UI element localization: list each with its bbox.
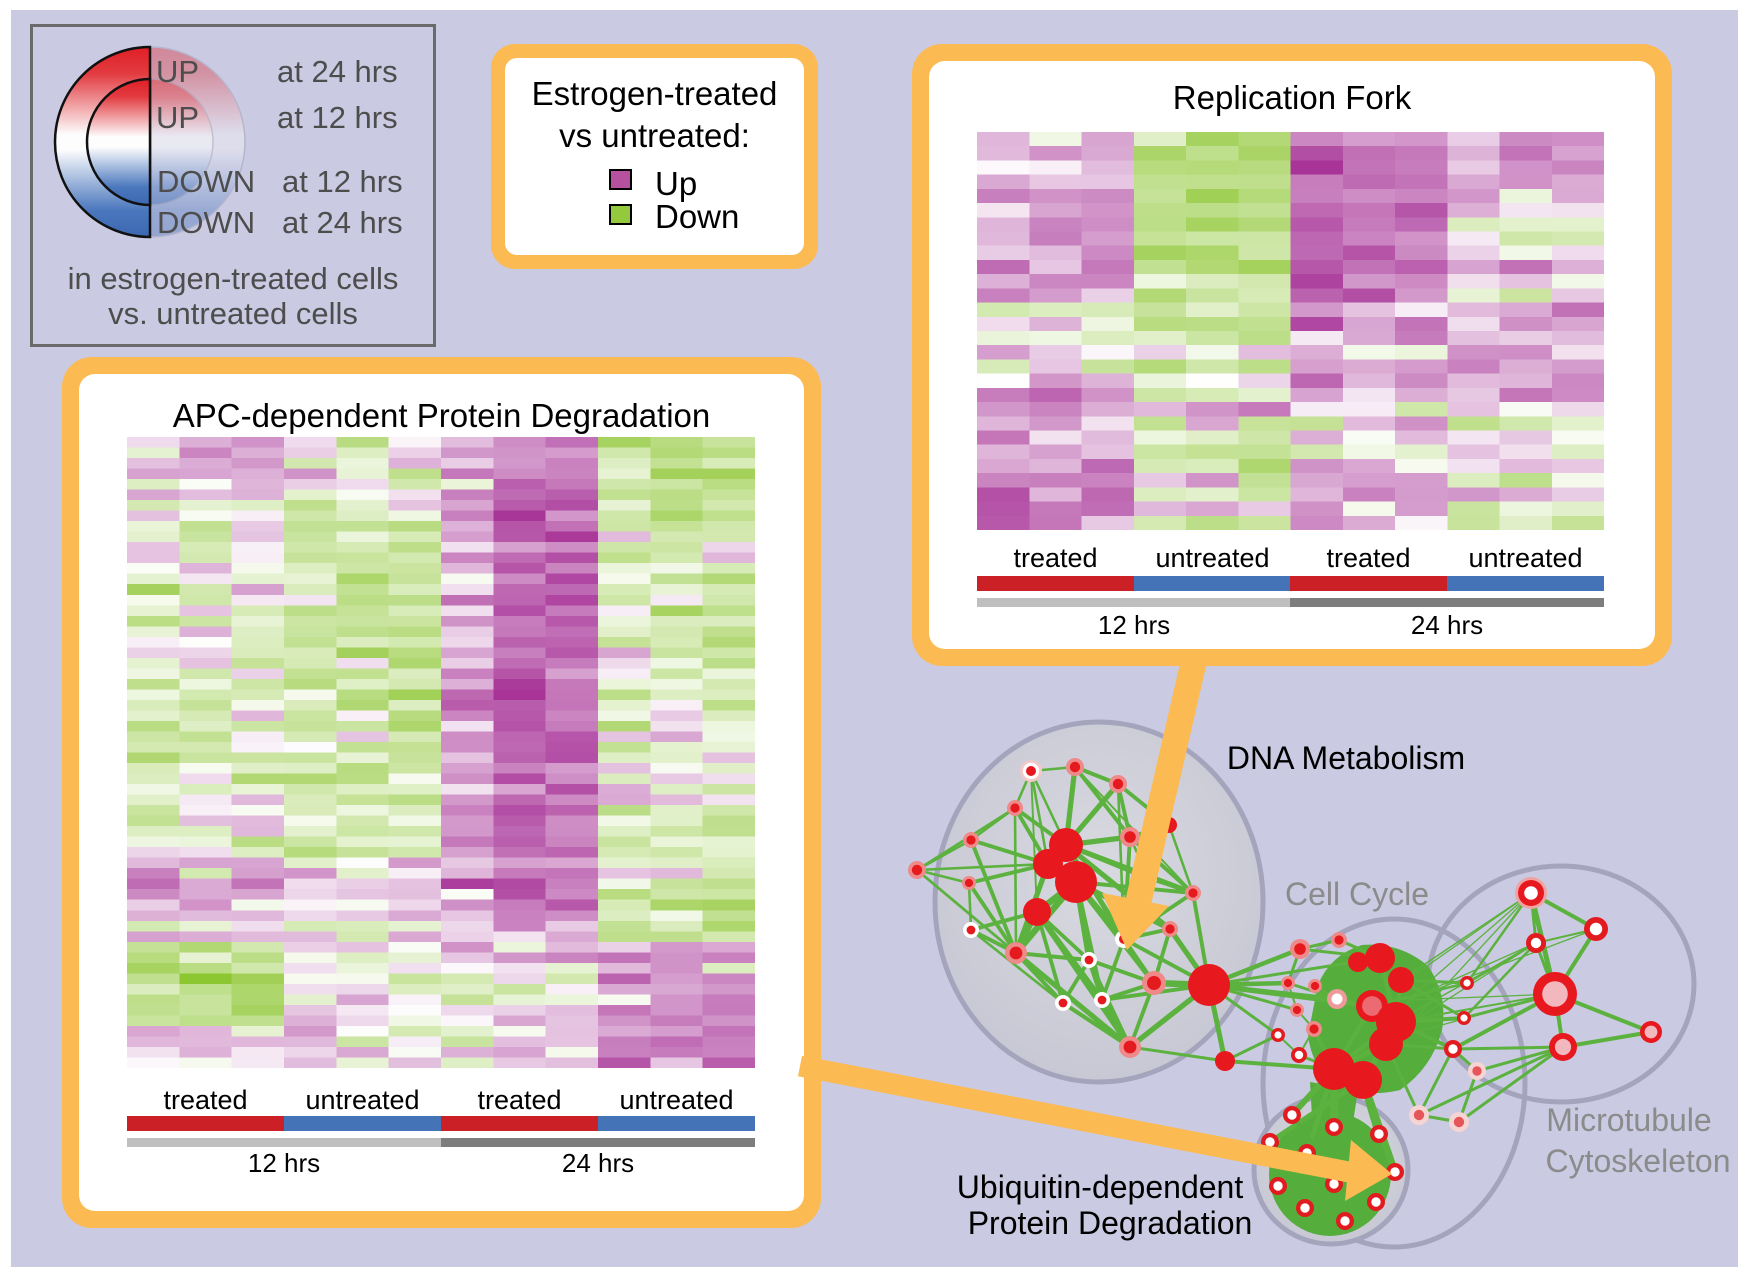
svg-text:DNA Metabolism: DNA Metabolism [1227, 740, 1465, 776]
svg-text:Cytoskeleton: Cytoskeleton [1546, 1143, 1731, 1179]
svg-text:Ubiquitin-dependent: Ubiquitin-dependent [957, 1169, 1244, 1205]
svg-text:Protein Degradation: Protein Degradation [968, 1205, 1253, 1241]
svg-text:Microtubule: Microtubule [1546, 1102, 1711, 1138]
svg-text:Cell Cycle: Cell Cycle [1285, 876, 1429, 912]
